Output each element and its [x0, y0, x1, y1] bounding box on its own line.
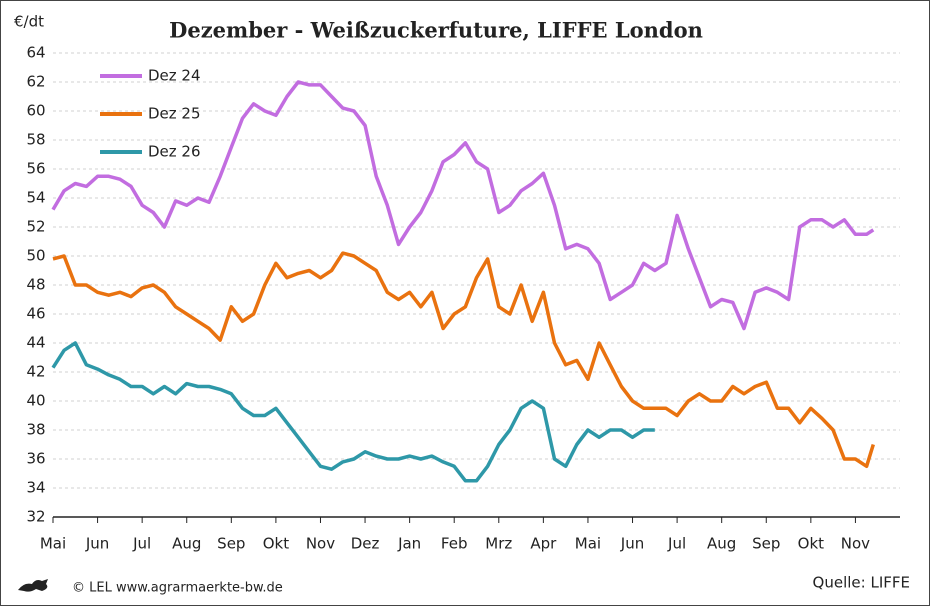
- x-tick-label: Dez: [351, 535, 380, 553]
- y-tick-label: 44: [26, 334, 45, 352]
- x-tick-label: Feb: [441, 535, 468, 553]
- y-tick-label: 46: [26, 305, 45, 323]
- series-line: [51, 341, 655, 483]
- legend-label: Dez 24: [148, 67, 201, 85]
- x-tick-label: Jul: [132, 535, 151, 553]
- x-tick-label: Jun: [85, 535, 109, 553]
- x-tick-label: Jun: [620, 535, 644, 553]
- y-tick-label: 56: [26, 160, 45, 178]
- legend-label: Dez 25: [148, 105, 201, 123]
- x-tick-label: Mai: [575, 535, 601, 553]
- y-tick-label: 36: [26, 450, 45, 468]
- x-tick-label: Okt: [798, 535, 824, 553]
- x-tick-label: Nov: [306, 535, 335, 553]
- x-tick-label: Sep: [217, 535, 245, 553]
- x-tick-label: Sep: [752, 535, 780, 553]
- y-tick-label: 48: [26, 276, 45, 294]
- y-tick-label: 60: [26, 102, 45, 120]
- y-tick-label: 64: [26, 44, 45, 62]
- legend-label: Dez 26: [148, 143, 201, 161]
- x-tick-label: Mrz: [485, 535, 512, 553]
- y-tick-label: 38: [26, 421, 45, 439]
- x-tick-label: Okt: [263, 535, 289, 553]
- y-axis-label: €/dt: [14, 13, 44, 31]
- y-tick-label: 54: [26, 189, 45, 207]
- series-line: [51, 80, 875, 331]
- y-tick-label: 34: [26, 479, 45, 497]
- x-tick-label: Jul: [667, 535, 686, 553]
- series-line: [52, 251, 875, 469]
- y-tick-label: 42: [26, 363, 45, 381]
- footer-right: Quelle: LIFFE: [813, 574, 910, 592]
- x-tick-label: Aug: [172, 535, 201, 553]
- chart-title: Dezember - Weißzuckerfuture, LIFFE Londo…: [169, 18, 703, 43]
- y-tick-label: 32: [26, 508, 45, 526]
- x-tick-label: Aug: [707, 535, 736, 553]
- y-tick-label: 52: [26, 218, 45, 236]
- y-tick-label: 50: [26, 247, 45, 265]
- x-tick-label: Mai: [40, 535, 66, 553]
- footer-left: © LEL www.agrarmaerkte-bw.de: [72, 581, 283, 596]
- y-tick-label: 62: [26, 73, 45, 91]
- x-tick-label: Nov: [841, 535, 870, 553]
- x-tick-label: Jan: [397, 535, 421, 553]
- y-tick-label: 58: [26, 131, 45, 149]
- logo: [18, 579, 48, 592]
- x-tick-label: Apr: [530, 535, 557, 553]
- y-tick-label: 40: [26, 392, 45, 410]
